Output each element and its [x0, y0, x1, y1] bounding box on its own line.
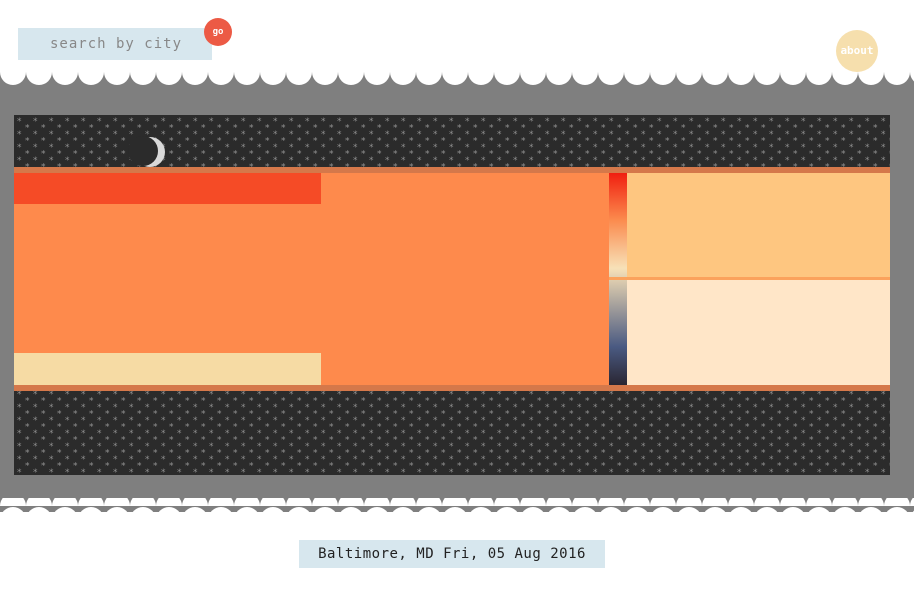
location-date-label: Baltimore, MD Fri, 05 Aug 2016 — [299, 540, 605, 568]
cloud-edge-top — [0, 72, 914, 86]
go-button[interactable]: go — [204, 18, 232, 46]
horizon-line-top — [14, 167, 890, 173]
daylight-visualization: * * — [14, 115, 890, 475]
panel-lower — [627, 280, 890, 385]
cloud-edge-bottom — [0, 498, 914, 512]
sunrise-band — [14, 173, 321, 204]
daylight-sky — [14, 173, 609, 385]
panel-upper — [627, 173, 890, 277]
moon-icon — [128, 136, 165, 167]
search-input[interactable] — [18, 28, 212, 60]
panel-divider — [609, 277, 890, 280]
night-sky-bottom — [14, 391, 890, 475]
sunset-band — [14, 353, 321, 385]
about-button[interactable]: about — [836, 30, 878, 72]
horizon-line-bottom — [14, 385, 890, 391]
